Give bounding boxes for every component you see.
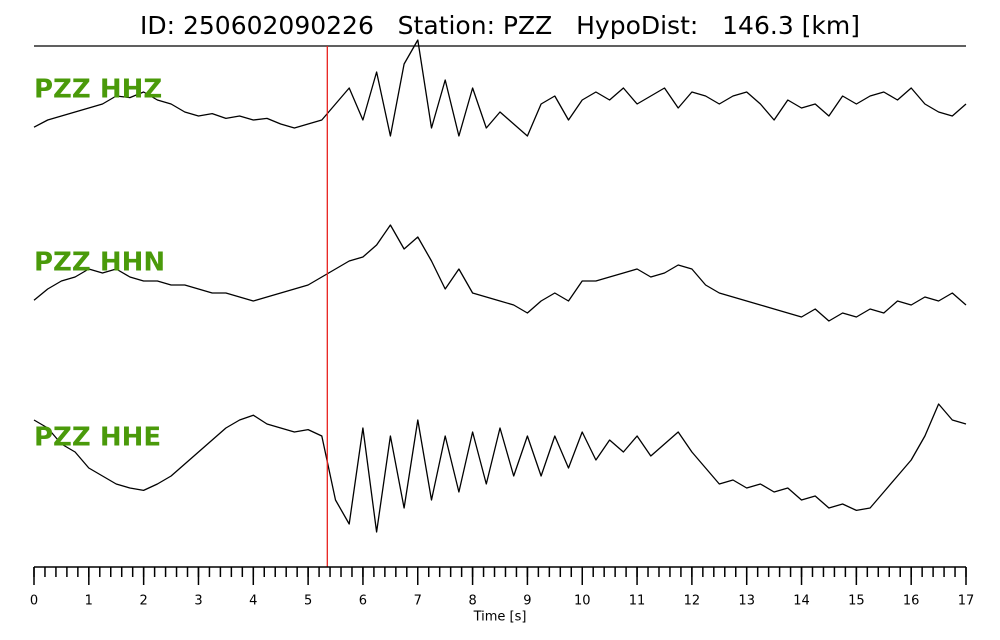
trace bbox=[33, 403, 967, 533]
trace-label: PZZ HHN bbox=[34, 248, 165, 278]
x-tick-label: 6 bbox=[359, 594, 367, 609]
trace bbox=[33, 39, 967, 137]
x-tick-label: 12 bbox=[684, 594, 701, 609]
trace-label: PZZ HHZ bbox=[34, 75, 162, 105]
x-tick-label: 15 bbox=[848, 594, 865, 609]
x-tick-label: 7 bbox=[414, 594, 422, 609]
trace bbox=[33, 224, 967, 322]
chart-title: ID: 250602090226 Station: PZZ HypoDist: … bbox=[140, 11, 860, 40]
x-tick-label: 5 bbox=[304, 594, 312, 609]
x-tick-label: 11 bbox=[629, 594, 646, 609]
x-tick-label: 3 bbox=[194, 594, 202, 609]
x-tick-label: 10 bbox=[574, 594, 591, 609]
x-tick-label: 14 bbox=[793, 594, 810, 609]
x-tick-label: 2 bbox=[140, 594, 148, 609]
x-tick-label: 17 bbox=[958, 594, 975, 609]
x-tick-label: 13 bbox=[738, 594, 755, 609]
x-tick-label: 4 bbox=[249, 594, 257, 609]
x-tick-label: 9 bbox=[523, 594, 531, 609]
x-tick-label: 8 bbox=[468, 594, 476, 609]
x-axis-label: Time [s] bbox=[473, 610, 527, 625]
x-tick-label: 0 bbox=[30, 594, 38, 609]
x-tick-label: 16 bbox=[903, 594, 920, 609]
x-tick-label: 1 bbox=[85, 594, 93, 609]
trace-label: PZZ HHE bbox=[34, 423, 161, 453]
